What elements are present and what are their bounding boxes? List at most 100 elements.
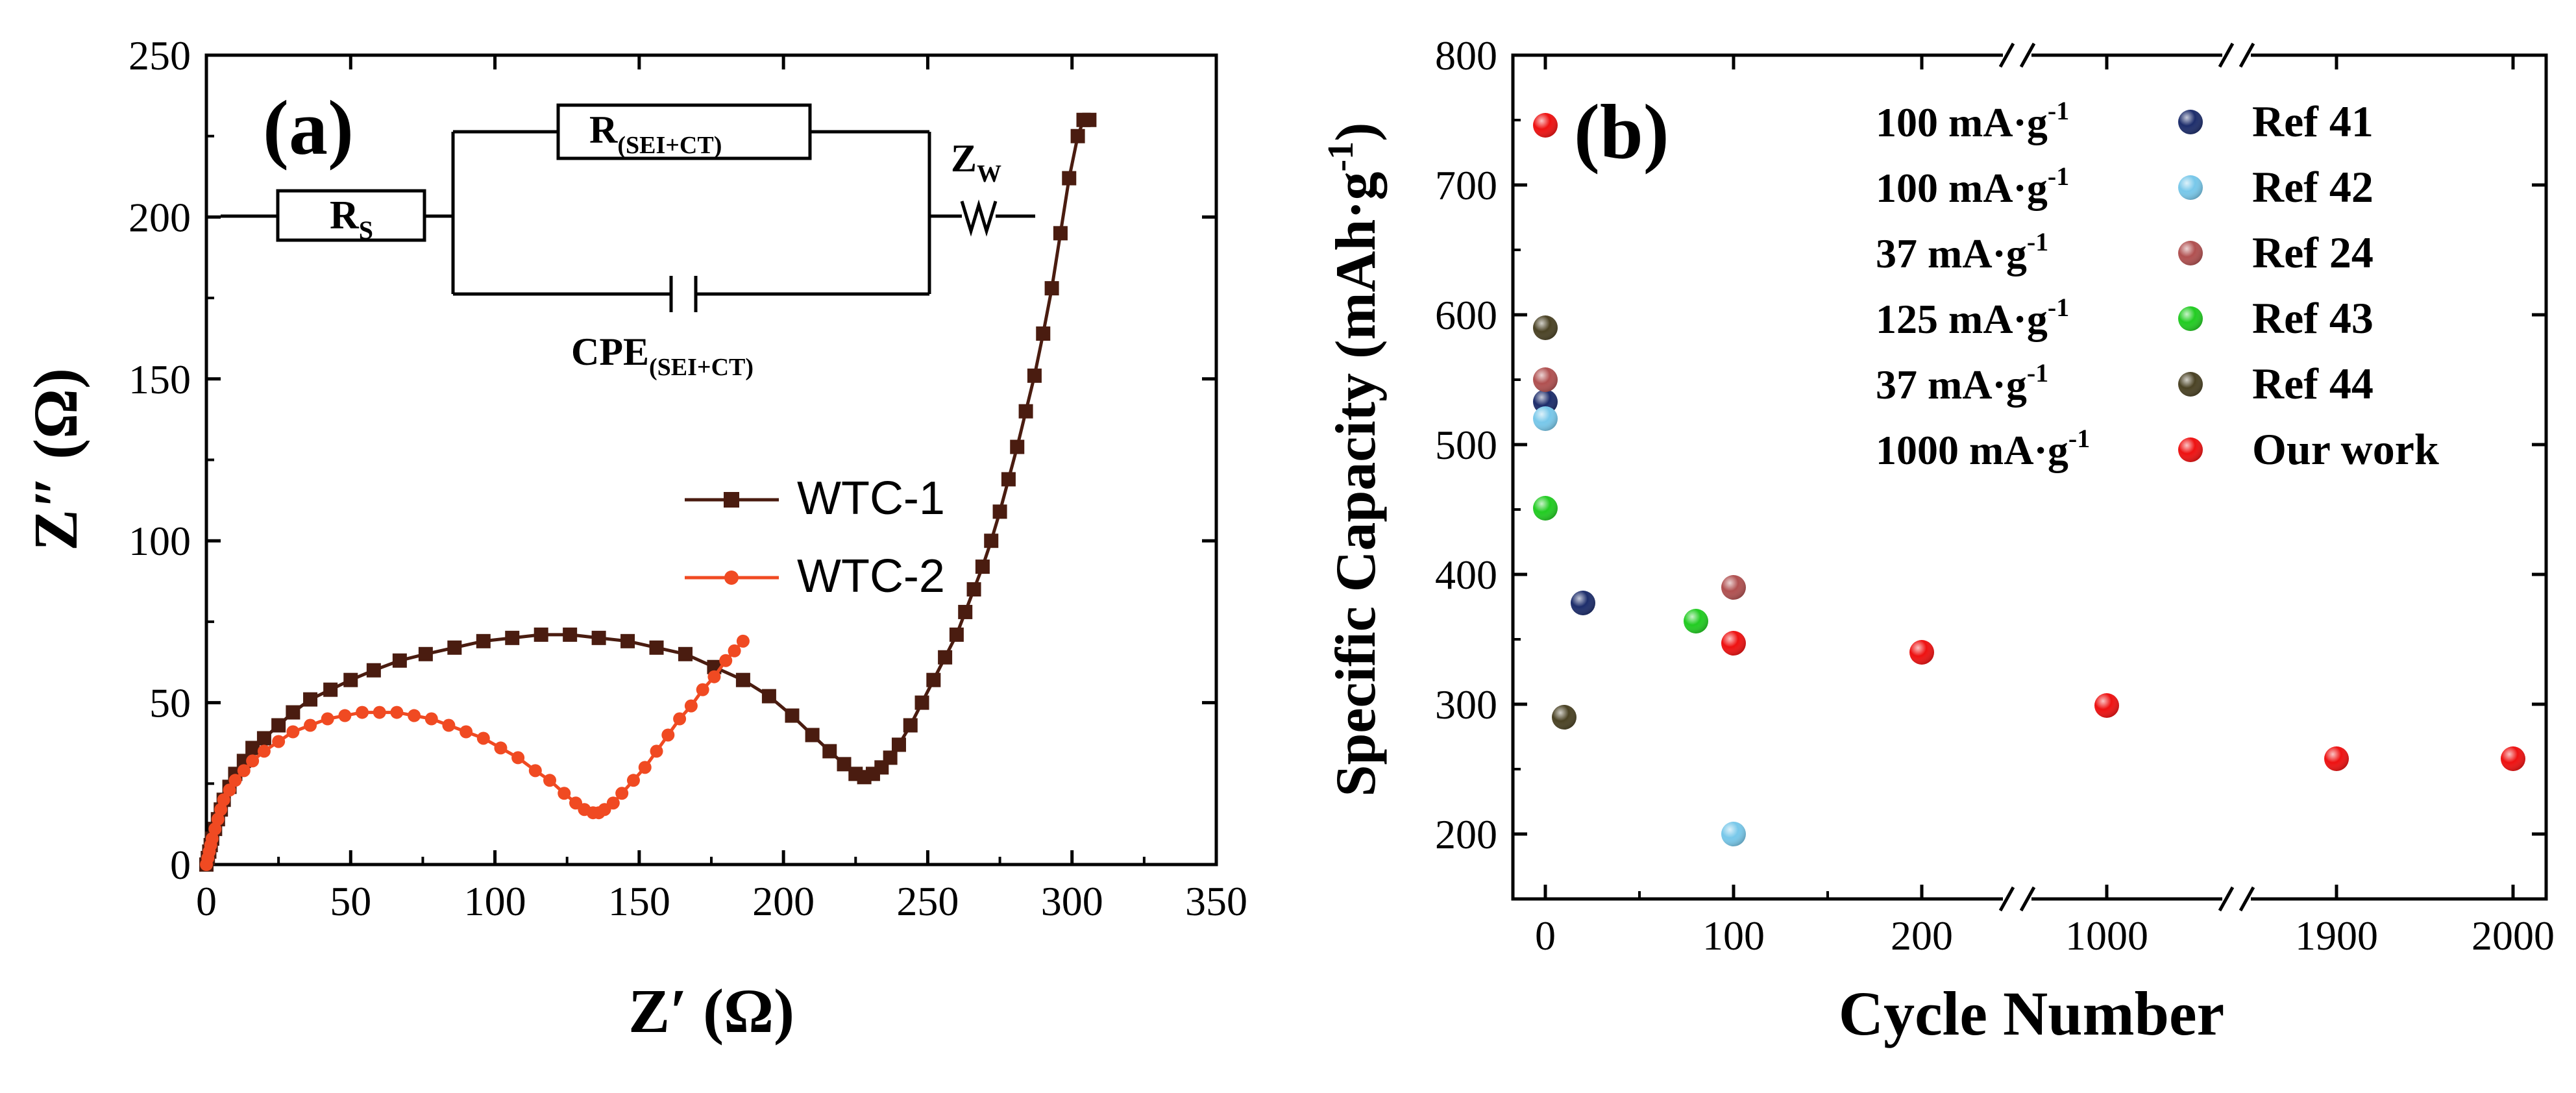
data-point bbox=[447, 640, 462, 655]
x-tick-label: 100 bbox=[464, 878, 526, 924]
axis-break-slash bbox=[2239, 42, 2255, 68]
series-ref-42 bbox=[1533, 406, 1746, 846]
data-point-shade bbox=[1533, 389, 1558, 414]
data-point bbox=[245, 741, 260, 755]
y-tick-label: 150 bbox=[129, 356, 191, 402]
data-point bbox=[891, 737, 906, 752]
legend-wtc1-label: WTC-1 bbox=[797, 473, 945, 524]
data-point-shade bbox=[1909, 640, 1934, 665]
cpe-label: CPE(SEI+CT) bbox=[571, 330, 754, 381]
panel-b-y-axis-title: Specific Capacity (mAh·g-1) bbox=[1321, 123, 1388, 797]
panel-b-capacity-chart: 0 100 200 1000 1900 2000 200 300 400 500 600 700 80… bbox=[1321, 32, 2555, 1048]
x-tick-label: 100 bbox=[1702, 913, 1765, 959]
panel-a-y-axis-title: Z″ (Ω) bbox=[21, 368, 90, 551]
r-sei-ct-label: R(SEI+CT) bbox=[589, 108, 722, 159]
data-point bbox=[286, 705, 301, 720]
data-point bbox=[638, 761, 652, 774]
data-point bbox=[620, 633, 635, 648]
legend-rate-our-work: 1000 mA·g-1 bbox=[1876, 424, 2090, 473]
data-point bbox=[511, 751, 525, 765]
legend-marker-shade bbox=[2178, 110, 2203, 134]
data-point bbox=[408, 709, 421, 722]
data-point bbox=[237, 764, 251, 778]
panel-b-points bbox=[1533, 113, 2525, 846]
panel-b-label: (b) bbox=[1574, 88, 1669, 175]
data-point bbox=[1053, 226, 1068, 241]
axis-break-slash bbox=[2218, 886, 2235, 912]
y-tick-label: 250 bbox=[129, 32, 191, 79]
legend-wtc2-marker bbox=[724, 571, 739, 585]
data-point bbox=[558, 787, 571, 800]
data-point bbox=[966, 582, 981, 597]
legend-marker-shade bbox=[2178, 372, 2203, 397]
x-tick-label: 1000 bbox=[2065, 913, 2148, 959]
data-point bbox=[837, 757, 852, 772]
data-point-shade bbox=[1533, 315, 1558, 340]
data-point bbox=[1036, 326, 1051, 341]
x-tick-label: 250 bbox=[896, 878, 959, 924]
legend-rate-ref-43: 125 mA·g-1 bbox=[1876, 293, 2069, 342]
data-point bbox=[903, 718, 918, 733]
axis-break-slash bbox=[1998, 42, 2015, 68]
series-ref-41 bbox=[1533, 389, 1595, 615]
legend-rate-ref-42: 100 mA·g-1 bbox=[1876, 162, 2069, 211]
y-tick-label: 600 bbox=[1435, 292, 1497, 338]
data-point bbox=[626, 774, 640, 787]
y-tick-label: 200 bbox=[1435, 811, 1497, 857]
data-point-shade bbox=[2324, 746, 2349, 771]
panel-b-x-axis-title: Cycle Number bbox=[1839, 979, 2225, 1048]
data-point bbox=[390, 706, 404, 719]
data-point bbox=[735, 672, 750, 687]
x-tick-label: 0 bbox=[196, 878, 217, 924]
data-point bbox=[303, 692, 318, 707]
data-point bbox=[246, 754, 260, 768]
data-point bbox=[338, 709, 352, 722]
legend-rate-ref-44: 37 mA·g-1 bbox=[1876, 358, 2048, 408]
data-point bbox=[736, 634, 750, 648]
data-point bbox=[649, 640, 664, 655]
x-tick-label: 200 bbox=[752, 878, 815, 924]
data-point bbox=[286, 725, 300, 739]
legend-marker-shade bbox=[2178, 241, 2203, 265]
y-tick-label: 700 bbox=[1435, 162, 1497, 208]
data-point bbox=[271, 718, 286, 733]
data-point bbox=[785, 708, 800, 723]
legend-marker-shade bbox=[2178, 175, 2203, 200]
data-point bbox=[992, 504, 1007, 519]
data-point bbox=[615, 787, 629, 800]
data-point bbox=[223, 783, 236, 797]
data-point bbox=[304, 718, 317, 732]
series-ref-43 bbox=[1533, 496, 1708, 633]
axis-break-slash bbox=[2218, 42, 2235, 68]
axis-break-slash bbox=[2019, 886, 2036, 912]
data-point bbox=[805, 728, 820, 743]
data-point-shade bbox=[1721, 822, 1746, 846]
data-point bbox=[1001, 472, 1016, 487]
data-point bbox=[476, 633, 491, 648]
data-point bbox=[949, 627, 964, 642]
data-point bbox=[728, 644, 741, 657]
axis-break-slash bbox=[1998, 886, 2015, 912]
panel-b-ticks bbox=[1513, 53, 2546, 899]
panel-a-label: (a) bbox=[263, 84, 354, 171]
x-tick-label: 50 bbox=[330, 878, 371, 924]
series-our-work bbox=[1533, 113, 2525, 771]
data-point bbox=[678, 646, 693, 661]
data-point-shade bbox=[1533, 496, 1558, 521]
data-point bbox=[707, 670, 721, 683]
panel-b-axis-breaks bbox=[1998, 42, 2255, 912]
data-point bbox=[1018, 404, 1033, 419]
rs-label: RS bbox=[330, 193, 373, 245]
rs-resistor bbox=[276, 189, 426, 242]
data-point bbox=[1027, 368, 1042, 383]
panel-a-y-tick-labels: 0 50 100 150 200 250 bbox=[129, 32, 191, 888]
legend-label-ref-24: Ref 24 bbox=[2252, 228, 2374, 277]
legend-rate-ref-24: 37 mA·g-1 bbox=[1876, 227, 2048, 276]
data-point-shade bbox=[1533, 406, 1558, 431]
axis-break-slash bbox=[2239, 886, 2255, 912]
panel-a-series bbox=[199, 112, 1097, 872]
legend-label-our-work: Our work bbox=[2252, 424, 2439, 474]
panel-a-x-tick-labels: 0 50 100 150 200 250 300 350 bbox=[196, 878, 1247, 924]
legend-wtc2-label: WTC-2 bbox=[797, 550, 945, 602]
data-point bbox=[696, 683, 709, 696]
